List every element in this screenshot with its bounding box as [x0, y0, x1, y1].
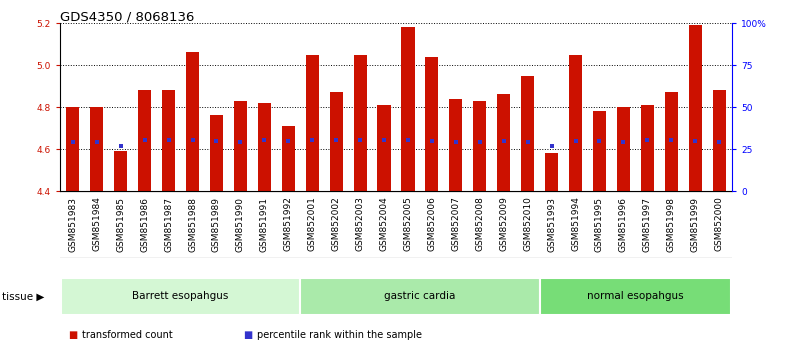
Bar [353, 55, 367, 191]
FancyBboxPatch shape [300, 278, 540, 315]
Bar [521, 75, 534, 191]
Bar [545, 153, 558, 191]
Text: ■: ■ [68, 330, 77, 339]
Text: GSM851992: GSM851992 [284, 196, 293, 251]
Text: GSM852000: GSM852000 [715, 196, 724, 251]
Text: GSM851996: GSM851996 [619, 196, 628, 252]
Text: GSM851983: GSM851983 [68, 196, 77, 252]
Bar [498, 95, 510, 191]
Bar [90, 107, 103, 191]
Text: GSM851998: GSM851998 [667, 196, 676, 252]
Text: GSM851997: GSM851997 [643, 196, 652, 252]
Text: GSM851990: GSM851990 [236, 196, 245, 252]
Text: normal esopahgus: normal esopahgus [587, 291, 684, 302]
Bar [330, 92, 343, 191]
Bar [593, 111, 606, 191]
Text: GSM851985: GSM851985 [116, 196, 125, 252]
Text: GSM852008: GSM852008 [475, 196, 484, 251]
FancyBboxPatch shape [61, 278, 300, 315]
Bar [449, 99, 462, 191]
Bar [138, 90, 151, 191]
Bar [425, 57, 439, 191]
Bar [234, 101, 247, 191]
Bar [186, 52, 199, 191]
Text: GSM852006: GSM852006 [427, 196, 436, 251]
Text: GSM852001: GSM852001 [308, 196, 317, 251]
Text: transformed count: transformed count [82, 330, 173, 339]
Bar [401, 27, 415, 191]
Bar [712, 90, 726, 191]
Text: GSM851984: GSM851984 [92, 196, 101, 251]
Text: gastric cardia: gastric cardia [384, 291, 455, 302]
Bar [162, 90, 175, 191]
Text: tissue ▶: tissue ▶ [2, 291, 44, 302]
Text: GSM852005: GSM852005 [404, 196, 412, 251]
Text: GSM851993: GSM851993 [547, 196, 556, 252]
Bar [689, 25, 702, 191]
Text: GSM851994: GSM851994 [571, 196, 580, 251]
Text: GSM852004: GSM852004 [380, 196, 388, 251]
Text: GSM851986: GSM851986 [140, 196, 149, 252]
Bar [306, 55, 319, 191]
Text: GSM851991: GSM851991 [259, 196, 269, 252]
Text: GSM852007: GSM852007 [451, 196, 460, 251]
Bar [114, 151, 127, 191]
Bar [569, 55, 582, 191]
Text: GSM851989: GSM851989 [212, 196, 221, 252]
Bar [617, 107, 630, 191]
Bar [258, 103, 271, 191]
Bar [210, 115, 223, 191]
Bar [282, 126, 295, 191]
Text: GSM852002: GSM852002 [332, 196, 341, 251]
Text: GSM852003: GSM852003 [356, 196, 365, 251]
Bar [66, 107, 80, 191]
FancyBboxPatch shape [540, 278, 731, 315]
Text: Barrett esopahgus: Barrett esopahgus [132, 291, 228, 302]
Text: GDS4350 / 8068136: GDS4350 / 8068136 [60, 11, 194, 24]
Bar [377, 105, 391, 191]
Bar [665, 92, 678, 191]
Text: GSM852010: GSM852010 [523, 196, 533, 251]
Bar [473, 101, 486, 191]
Text: percentile rank within the sample: percentile rank within the sample [257, 330, 422, 339]
Text: GSM851987: GSM851987 [164, 196, 173, 252]
Text: GSM851999: GSM851999 [691, 196, 700, 252]
Text: GSM852009: GSM852009 [499, 196, 508, 251]
Text: GSM851995: GSM851995 [595, 196, 604, 252]
Text: GSM851988: GSM851988 [188, 196, 197, 252]
Bar [641, 105, 654, 191]
Text: ■: ■ [243, 330, 252, 339]
